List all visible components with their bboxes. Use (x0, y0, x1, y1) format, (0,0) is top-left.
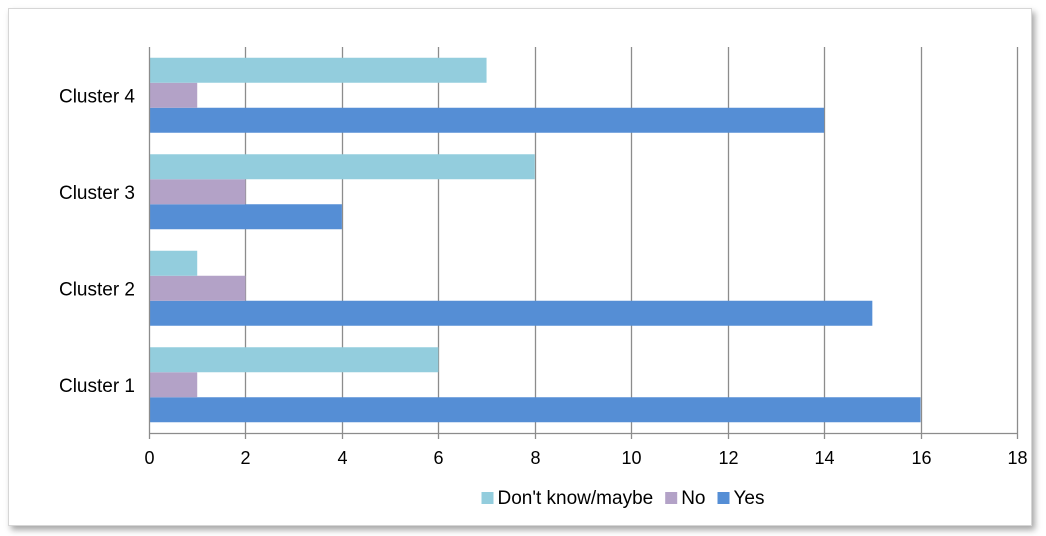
bar-chart: Cluster 1 Cluster 2 Cluster 3 Cluster 4 0 2 4 6… (59, 47, 1028, 509)
legend: Don't know/maybe No Yes (481, 488, 765, 509)
x-tick-label: 0 (144, 448, 154, 468)
legend-swatch-no (665, 492, 678, 504)
x-tick-label: 16 (911, 448, 931, 468)
x-tick-label: 18 (1007, 448, 1027, 468)
axes: Cluster 1 Cluster 2 Cluster 3 Cluster 4 0 2 4 6… (59, 47, 1028, 468)
bar-don-t-know-maybe-cluster-1 (149, 347, 439, 373)
x-tick-label: 8 (530, 448, 540, 468)
category-label: Cluster 4 (59, 86, 135, 107)
bar-don-t-know-maybe-cluster-2 (149, 250, 198, 276)
bar-no-cluster-4 (149, 82, 198, 108)
legend-label-no: No (681, 488, 705, 509)
bar-yes-cluster-1 (149, 397, 921, 423)
category-label: Cluster 2 (59, 279, 135, 300)
legend-label-yes: Yes (734, 488, 765, 509)
legend-label-don-t-know-maybe: Don't know/maybe (498, 488, 654, 509)
bar-yes-cluster-2 (149, 300, 873, 326)
bar-no-cluster-2 (149, 275, 246, 301)
category-label: Cluster 3 (59, 183, 135, 204)
bar-don-t-know-maybe-cluster-3 (149, 154, 535, 180)
x-tick-label: 6 (433, 448, 443, 468)
x-tick-label: 14 (814, 448, 834, 468)
legend-swatch-yes (717, 492, 730, 504)
chart-frame: Cluster 1 Cluster 2 Cluster 3 Cluster 4 0 2 4 6… (8, 8, 1032, 526)
bars (149, 57, 921, 423)
bar-no-cluster-1 (149, 372, 198, 398)
x-tick-label: 2 (240, 448, 250, 468)
bar-no-cluster-3 (149, 179, 246, 205)
bar-yes-cluster-3 (149, 204, 342, 230)
x-tick-label: 12 (718, 448, 738, 468)
bar-don-t-know-maybe-cluster-4 (149, 57, 487, 83)
bar-yes-cluster-4 (149, 107, 825, 133)
x-tick-label: 4 (337, 448, 347, 468)
x-tick-label: 10 (621, 448, 641, 468)
category-label: Cluster 1 (59, 376, 135, 397)
legend-swatch-don-t-know-maybe (481, 492, 494, 504)
gridlines (244, 47, 1019, 433)
